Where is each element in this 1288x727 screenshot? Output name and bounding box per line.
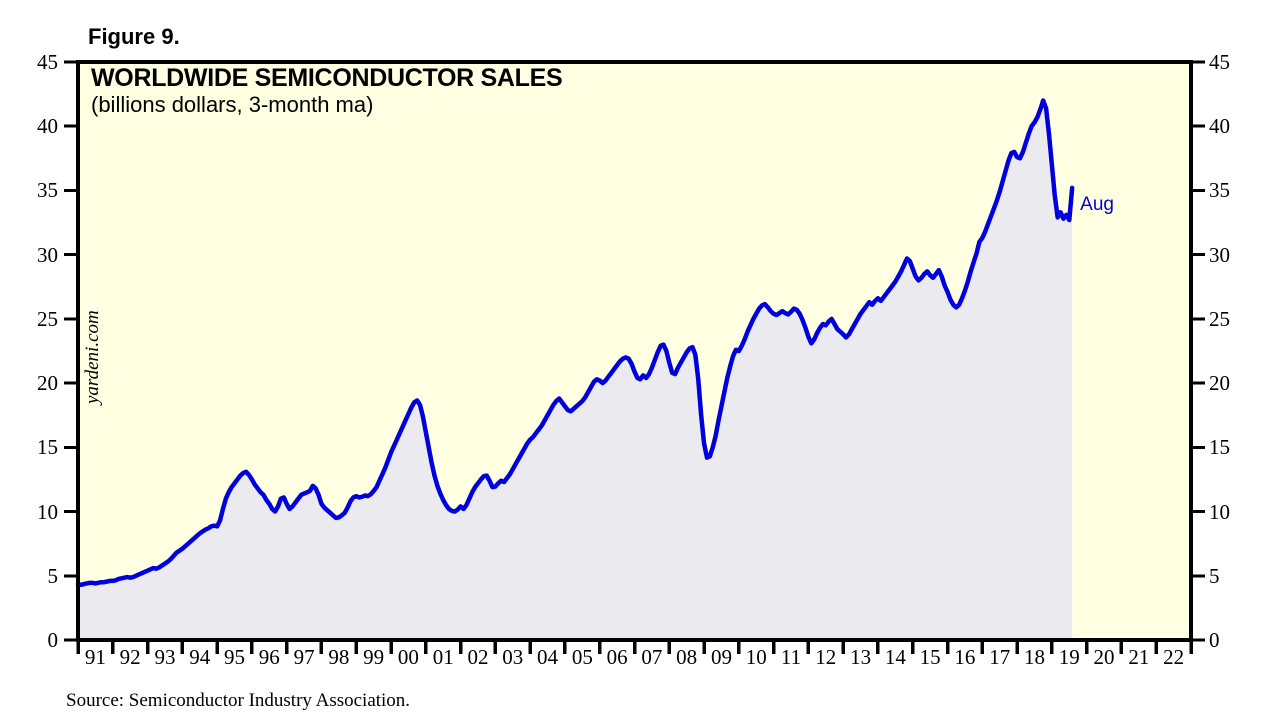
y-axis-tick-label: 30	[37, 242, 58, 267]
x-axis-tick-label: 13	[850, 645, 872, 669]
x-axis-tick-label: 17	[989, 645, 1011, 669]
figure-label: Figure 9.	[88, 24, 180, 49]
y-axis-tick-label: 35	[1209, 178, 1230, 203]
x-axis-tick-label: 93	[154, 645, 176, 669]
x-axis-tick-label: 16	[954, 645, 976, 669]
x-axis-tick-label: 01	[432, 645, 454, 669]
y-axis-tick-label: 15	[37, 435, 58, 460]
sales-line	[75, 98, 1075, 588]
plot-border	[76, 60, 1193, 642]
x-axis-tick-label: 08	[676, 645, 698, 669]
x-axis-tick-label: 00	[397, 645, 419, 669]
y-axis-tick-label: 5	[1209, 563, 1220, 588]
x-axis-tick-label: 14	[884, 645, 906, 669]
chart-title: WORLDWIDE SEMICONDUCTOR SALES	[91, 64, 563, 92]
y-axis-tick-label: 40	[37, 114, 58, 139]
y-axis-tick-label: 0	[1209, 628, 1220, 652]
x-axis-tick-label: 19	[1058, 645, 1080, 669]
x-axis-tick-label: 04	[537, 645, 559, 669]
x-axis-tick-label: 15	[919, 645, 941, 669]
x-axis-tick-label: 12	[815, 645, 837, 669]
y-axis-tick-label: 25	[37, 306, 58, 331]
x-axis-tick-label: 96	[258, 645, 280, 669]
y-axis-tick-label: 30	[1209, 242, 1230, 267]
x-axis-tick-label: 91	[84, 645, 106, 669]
x-axis-tick-label: 22	[1163, 645, 1185, 669]
x-axis-tick-label: 05	[571, 645, 593, 669]
y-axis-tick-label: 35	[37, 178, 58, 203]
x-axis-tick-label: 07	[641, 645, 663, 669]
y-axis-tick-label: 10	[1209, 499, 1230, 524]
x-axis-tick-label: 10	[745, 645, 767, 669]
x-axis-tick-label: 95	[224, 645, 246, 669]
y-axis-tick-label: 10	[37, 499, 58, 524]
aug-annotation: Aug	[1080, 193, 1114, 215]
x-axis-tick-label: 02	[467, 645, 489, 669]
x-axis-tick-label: 03	[502, 645, 524, 669]
y-axis-tick-label: 20	[37, 371, 58, 396]
yardeni-watermark: yardeni.com	[82, 310, 103, 404]
source-note: Source: Semiconductor Industry Associati…	[66, 690, 411, 711]
chart-subtitle: (billions dollars, 3-month ma)	[91, 92, 374, 117]
y-axis-tick-label: 5	[47, 563, 59, 588]
x-axis-tick-label: 97	[293, 645, 315, 669]
x-axis-tick-label: 20	[1093, 645, 1115, 669]
x-axis-tick-label: 99	[363, 645, 385, 669]
y-axis-tick-label: 45	[37, 50, 58, 74]
x-axis-tick-label: 09	[710, 645, 732, 669]
x-axis-tick-label: 11	[780, 645, 802, 669]
y-axis-tick-label: 25	[1209, 306, 1230, 331]
x-axis-tick-label: 18	[1023, 645, 1045, 669]
y-axis-tick-label: 15	[1209, 435, 1230, 460]
sales-area-fill	[78, 100, 1073, 640]
x-axis-tick-label: 06	[606, 645, 628, 669]
y-axis-tick-label: 20	[1209, 371, 1230, 396]
x-axis-tick-label: 94	[189, 645, 211, 669]
y-axis-tick-label: 45	[1209, 50, 1230, 74]
x-axis-tick-label: 92	[119, 645, 141, 669]
x-axis-tick-label: 21	[1128, 645, 1150, 669]
x-axis-tick-label: 98	[328, 645, 350, 669]
y-axis-tick-label: 40	[1209, 114, 1230, 139]
y-axis-tick-label: 0	[47, 628, 59, 652]
